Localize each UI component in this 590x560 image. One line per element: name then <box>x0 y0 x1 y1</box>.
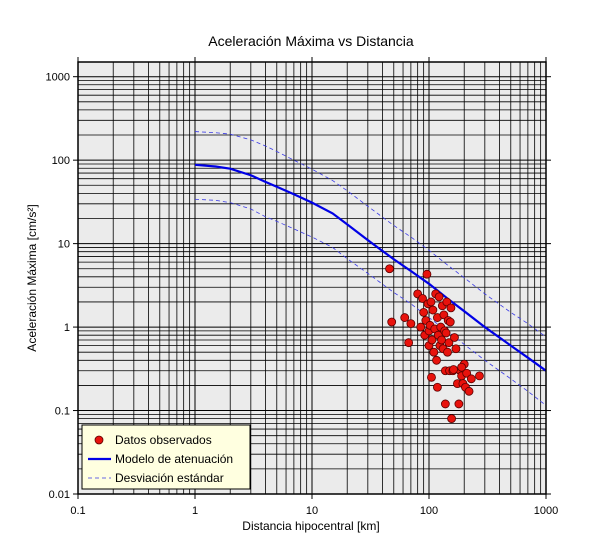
x-tick-label: 10 <box>306 505 318 517</box>
y-tick-label: 10 <box>58 239 70 251</box>
data-point <box>451 344 461 354</box>
data-point <box>440 399 450 409</box>
data-point <box>426 297 436 307</box>
data-point <box>427 335 437 345</box>
data-point <box>445 317 455 327</box>
data-point <box>462 368 472 378</box>
x-axis-title: Distancia hipocentral [km] <box>242 519 379 533</box>
data-point <box>441 328 451 338</box>
data-point <box>418 294 427 303</box>
data-point <box>466 374 476 384</box>
data-point <box>432 355 441 365</box>
data-point <box>434 292 444 302</box>
y-tick-label: 0.01 <box>49 489 70 501</box>
x-tick-label: 1000 <box>534 505 558 517</box>
y-tick-label: 0.1 <box>55 406 70 418</box>
series-group <box>194 131 546 424</box>
y-tick-label: 1000 <box>46 72 70 84</box>
legend: Datos observados Modelo de atenuación Desv… <box>81 424 251 490</box>
legend-marker-points <box>94 435 104 445</box>
data-point <box>464 386 474 396</box>
data-point <box>416 322 426 332</box>
data-point <box>443 347 452 357</box>
deviation-line-3 <box>194 198 546 406</box>
data-point <box>437 335 446 345</box>
data-point <box>422 269 432 279</box>
data-point <box>429 347 439 357</box>
grid <box>78 62 546 494</box>
data-point <box>419 307 429 317</box>
y-tick-label: 100 <box>52 155 70 167</box>
plot-frame <box>77 61 547 495</box>
data-point <box>457 362 467 372</box>
model-line <box>194 163 546 372</box>
data-point <box>404 338 414 348</box>
data-point <box>433 382 442 392</box>
data-point <box>444 338 454 348</box>
data-point <box>400 313 410 322</box>
y-tick-label: 1 <box>64 322 70 334</box>
data-point <box>446 303 456 313</box>
data-point <box>387 317 397 327</box>
deviation-line-2 <box>194 131 546 338</box>
data-point <box>475 371 484 381</box>
x-tick-label: 0.1 <box>70 505 85 517</box>
data-point <box>450 333 459 342</box>
data-point <box>442 297 452 307</box>
data-point <box>449 365 458 374</box>
data-point <box>427 372 436 382</box>
data-point <box>447 414 456 424</box>
data-point <box>428 305 438 315</box>
data-point <box>454 399 464 409</box>
x-tick-label: 1 <box>192 505 198 517</box>
legend-label: Datos observados <box>115 433 212 447</box>
chart-title: Aceleración Máxima vs Distancia <box>208 33 414 49</box>
data-point <box>385 264 394 274</box>
legend-label: Modelo de atenuación <box>115 452 233 466</box>
data-point <box>406 319 416 329</box>
y-axis-title: Aceleración Máxima [cm/s²] <box>25 204 39 351</box>
x-tick-label: 100 <box>420 505 438 517</box>
legend-label: Desviación estándar <box>115 471 224 485</box>
